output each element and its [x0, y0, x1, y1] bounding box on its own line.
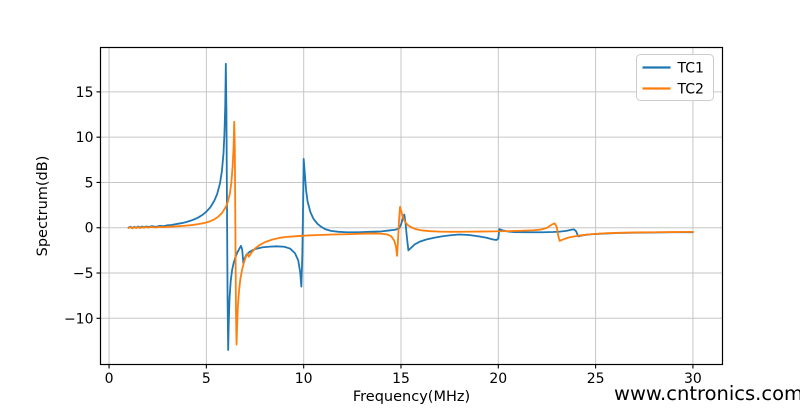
legend-label-tc1: TC1: [677, 61, 704, 77]
x-tick-label: 30: [684, 371, 702, 387]
x-tick-label: 15: [392, 371, 410, 387]
y-tick-label: −10: [64, 311, 94, 327]
x-tick-label: 20: [489, 371, 507, 387]
y-tick-label: 10: [76, 130, 94, 146]
x-tick-label: 10: [295, 371, 313, 387]
y-tick-label: 15: [76, 85, 94, 101]
y-axis-label: Spectrum(dB): [35, 156, 51, 257]
series-line-tc2: [127, 120, 694, 346]
axis-tick-labels: 0 5 10 15 20 25 30 −10 −5 0 5 10 15: [64, 85, 702, 387]
plot-series: [127, 62, 694, 351]
watermark-text: www.cntronics.com: [614, 382, 800, 405]
x-tick-label: 0: [105, 371, 114, 387]
axis-tick-marks: [96, 91, 694, 369]
y-tick-label: 5: [85, 175, 94, 191]
legend-label-tc2: TC2: [677, 82, 704, 98]
y-tick-label: 0: [85, 221, 94, 237]
y-tick-label: −5: [73, 266, 94, 282]
x-axis-label: Frequency(MHz): [353, 389, 470, 405]
x-tick-label: 5: [202, 371, 211, 387]
axes-frame: [99, 46, 724, 366]
x-tick-label: 25: [587, 371, 605, 387]
